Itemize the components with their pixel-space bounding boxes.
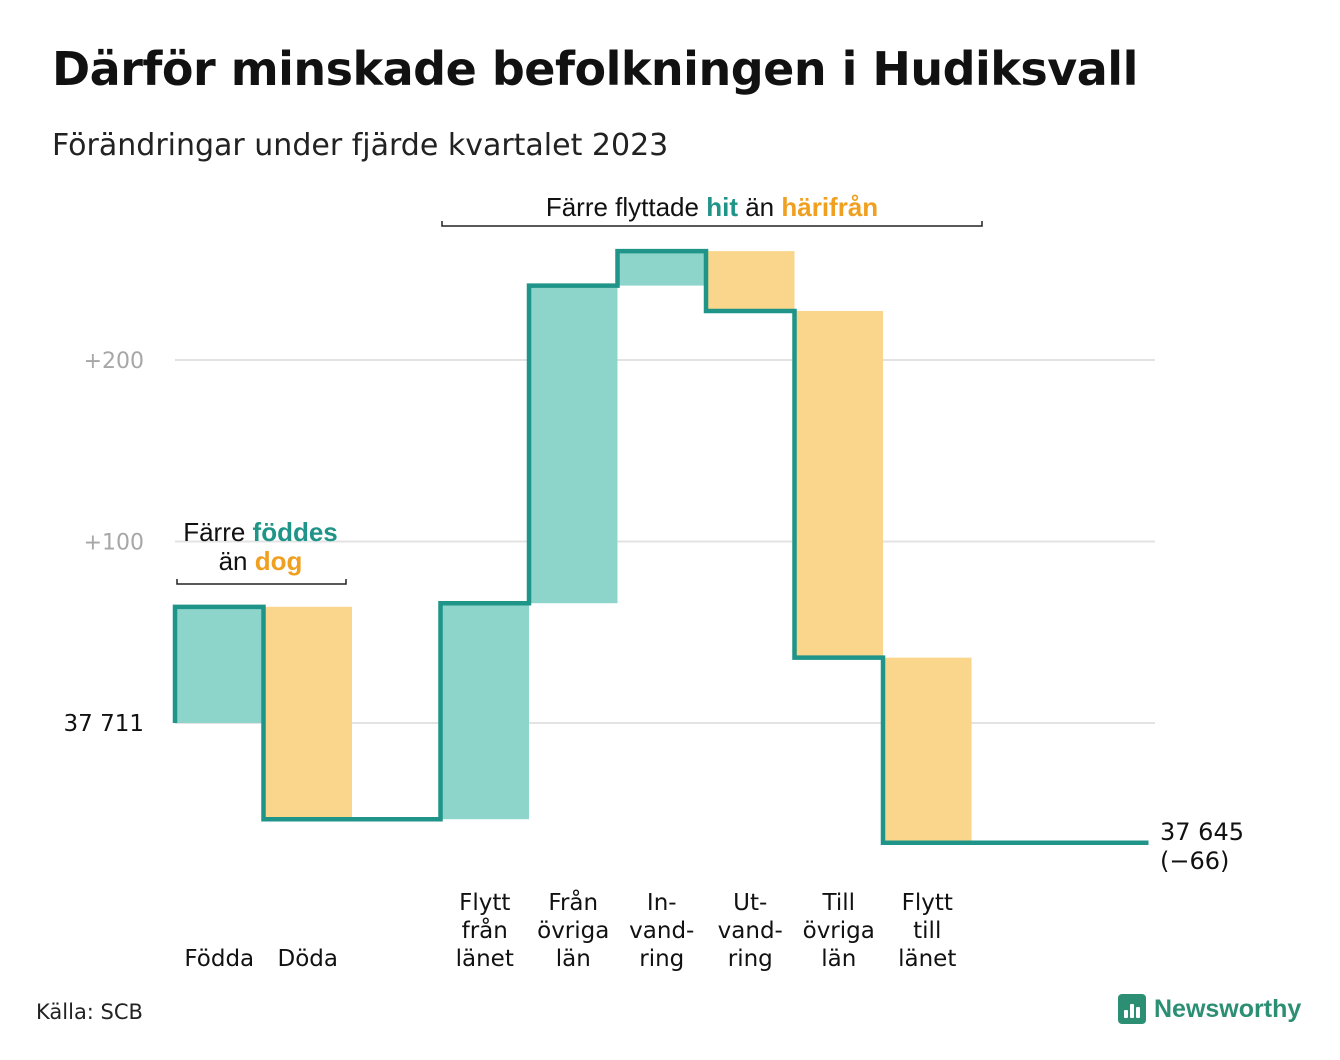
brand-icon bbox=[1118, 994, 1146, 1024]
increase-bar bbox=[529, 285, 618, 604]
category-label: In-vand-ring bbox=[629, 890, 694, 972]
annotation-moves: Färre flyttade hit än härifrån bbox=[546, 192, 878, 222]
brand-logo[interactable]: Newsworthy bbox=[1118, 994, 1301, 1024]
bar-layer bbox=[175, 251, 972, 843]
decrease-bar bbox=[706, 251, 795, 311]
line-layer bbox=[172, 248, 1149, 846]
category-label: Flytt från länet bbox=[456, 890, 514, 972]
source-note: Källa: SCB bbox=[36, 1000, 143, 1024]
category-label: Ut-vand-ring bbox=[718, 890, 783, 972]
category-label: Födda bbox=[184, 946, 254, 972]
y-tick-label: +200 bbox=[84, 349, 144, 374]
increase-bar bbox=[440, 603, 529, 820]
start-value-label: 37 711 bbox=[64, 711, 144, 737]
category-label: Från övriga län bbox=[537, 888, 609, 972]
category-label: Döda bbox=[278, 946, 338, 972]
end-value-label: 37 645 bbox=[1160, 818, 1244, 846]
annotation-bracket-births bbox=[176, 579, 347, 585]
end-change-label: (−66) bbox=[1160, 847, 1229, 875]
decrease-bar bbox=[263, 606, 352, 820]
category-label: Till övriga län bbox=[803, 890, 875, 972]
cumulative-step-line bbox=[172, 248, 1149, 846]
annotation-births-line1: Färre föddes bbox=[183, 517, 338, 547]
label-layer: +100 +200 37 711 Födda Döda Flytt från länet Frå… bbox=[64, 349, 1244, 972]
chart-title: Därför minskade befolkningen i Hudiksval… bbox=[52, 42, 1138, 96]
chart-subtitle: Förändringar under fjärde kvartalet 2023 bbox=[52, 128, 669, 163]
y-tick-label: +100 bbox=[84, 531, 144, 556]
increase-bar bbox=[175, 606, 264, 723]
brand-name: Newsworthy bbox=[1154, 994, 1302, 1023]
annotation-bracket-moves bbox=[441, 221, 983, 227]
increase-bar bbox=[617, 251, 706, 286]
decrease-bar bbox=[794, 310, 883, 658]
category-label: Flytt till länet bbox=[898, 890, 956, 972]
decrease-bar bbox=[883, 657, 972, 843]
annotation-births-line2: än dog bbox=[219, 546, 303, 576]
